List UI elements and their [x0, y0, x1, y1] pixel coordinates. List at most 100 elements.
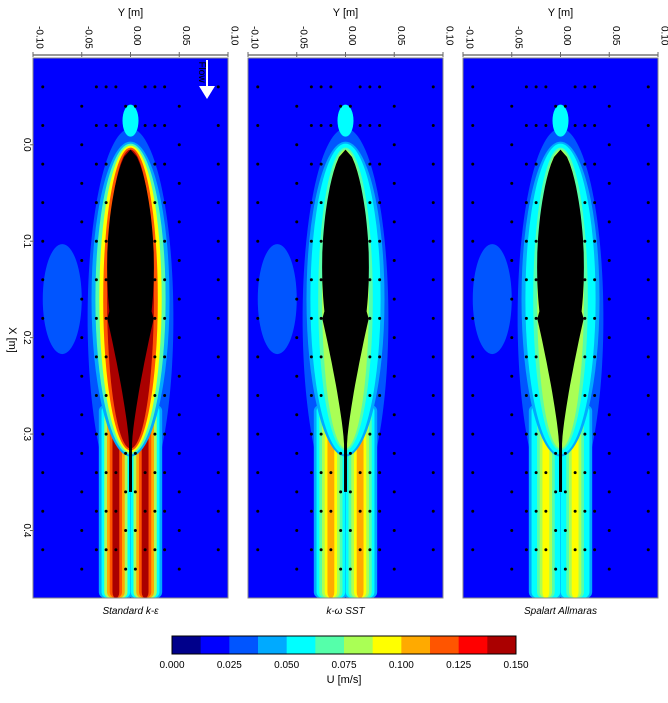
measurement-point	[256, 201, 260, 205]
measurement-point	[524, 201, 528, 205]
measurement-point	[153, 239, 157, 243]
measurement-point	[295, 567, 299, 571]
colorbar-segment	[430, 636, 460, 654]
measurement-point	[573, 548, 577, 552]
measurement-point	[378, 201, 382, 205]
measurement-point	[378, 432, 382, 436]
measurement-point	[133, 451, 137, 455]
colorbar-label: U [m/s]	[327, 674, 362, 686]
measurement-point	[124, 490, 128, 494]
measurement-point	[646, 278, 650, 282]
measurement-point	[510, 143, 514, 147]
measurement-point	[309, 394, 313, 397]
measurement-point	[104, 509, 108, 513]
measurement-point	[256, 162, 260, 166]
measurement-point	[471, 316, 475, 320]
measurement-point	[177, 413, 181, 417]
measurement-point	[471, 509, 475, 513]
panel-1: -0.10 -0.05 0.00 0.05 0.10 Y [m] Standard k-ε	[32, 7, 240, 617]
measurement-point	[583, 85, 587, 89]
measurement-point	[216, 355, 220, 359]
measurement-point	[163, 201, 167, 205]
measurement-point	[104, 201, 108, 205]
measurement-point	[339, 529, 343, 532]
x-tick-label: 0.3	[21, 427, 32, 441]
measurement-point	[431, 239, 435, 243]
measurement-point	[368, 316, 372, 320]
measurement-point	[216, 548, 220, 552]
measurement-point	[153, 509, 157, 513]
measurement-point	[348, 529, 352, 532]
measurement-point	[392, 567, 396, 571]
measurement-point	[431, 85, 435, 89]
measurement-point	[177, 451, 181, 455]
measurement-point	[80, 413, 84, 417]
flow-arrow-icon	[199, 60, 215, 99]
measurement-point	[339, 104, 343, 108]
y-tick-label: 0.00	[346, 26, 357, 46]
measurement-point	[41, 201, 45, 205]
colorbar-tick-label: 0.150	[503, 660, 528, 671]
measurement-point	[431, 162, 435, 166]
measurement-point	[153, 432, 157, 436]
measurement-point	[256, 471, 260, 475]
measurement-point	[378, 124, 382, 127]
measurement-point	[124, 451, 128, 455]
measurement-point	[94, 162, 98, 166]
measurement-point	[368, 548, 372, 552]
measurement-point	[80, 567, 84, 571]
measurement-point	[524, 432, 528, 436]
measurement-point	[593, 394, 597, 397]
measurement-point	[153, 85, 157, 89]
measurement-point	[524, 548, 528, 552]
measurement-point	[544, 471, 548, 475]
measurement-point	[583, 548, 587, 552]
measurement-point	[177, 529, 181, 532]
measurement-point	[216, 85, 220, 89]
measurement-point	[295, 490, 299, 494]
body-tail	[129, 434, 133, 492]
measurement-point	[534, 355, 538, 359]
measurement-point	[124, 104, 128, 108]
measurement-point	[471, 548, 475, 552]
measurement-point	[216, 394, 220, 397]
measurement-point	[573, 124, 577, 127]
measurement-point	[368, 278, 372, 282]
measurement-point	[153, 124, 157, 127]
measurement-point	[431, 124, 435, 127]
measurement-point	[104, 355, 108, 359]
measurement-point	[256, 394, 260, 397]
measurement-point	[368, 239, 372, 243]
colorbar-segment	[200, 636, 230, 654]
measurement-point	[392, 374, 396, 378]
y-axis-label: Y [m]	[118, 7, 143, 19]
measurement-point	[94, 432, 98, 436]
measurement-point	[510, 567, 514, 571]
wake-band	[327, 405, 335, 598]
x-tick-label: 0.0	[21, 138, 32, 152]
measurement-point	[348, 567, 352, 571]
measurement-point	[392, 490, 396, 494]
wake-band	[571, 405, 579, 598]
measurement-point	[607, 104, 611, 108]
measurement-point	[607, 220, 611, 224]
y-tick-label: 0.10	[229, 26, 240, 46]
measurement-point	[607, 413, 611, 417]
measurement-point	[607, 374, 611, 378]
measurement-point	[534, 201, 538, 205]
y-tick-label: 0.00	[561, 26, 572, 46]
y-tick-label: -0.05	[512, 26, 523, 49]
measurement-point	[163, 509, 167, 513]
measurement-point	[80, 143, 84, 147]
measurement-point	[133, 104, 137, 108]
measurement-point	[544, 548, 548, 552]
measurement-point	[295, 529, 299, 532]
measurement-point	[80, 259, 84, 262]
y-tick-label: -0.10	[464, 26, 475, 49]
measurement-point	[319, 239, 323, 243]
measurement-point	[646, 239, 650, 243]
measurement-point	[256, 85, 260, 89]
x-tick-label: 0.1	[21, 234, 32, 248]
measurement-point	[80, 104, 84, 108]
